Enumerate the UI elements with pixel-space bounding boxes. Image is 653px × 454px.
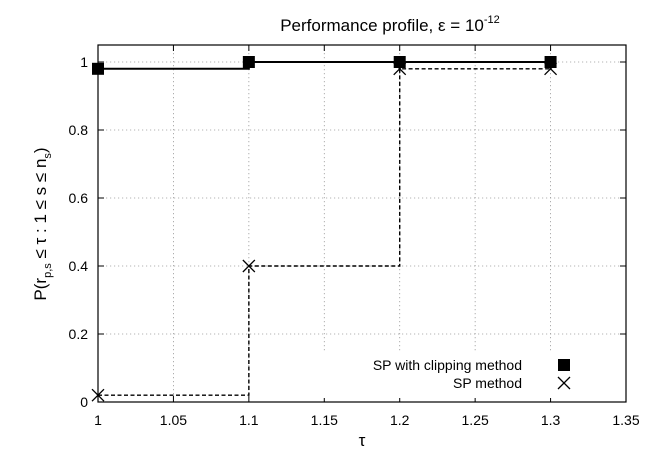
x-axis-label: τ [359,431,366,450]
legend-background [320,353,622,398]
y-tick-label: 1 [80,54,88,70]
y-tick-label: 0.4 [69,258,89,274]
legend-marker-filled-square [558,359,570,371]
data-point-cross [242,259,256,273]
y-axis-label-part2: ≤ τ : 1 ≤ s ≤ n [31,159,50,264]
legend: SP with clipping method SP method [320,353,622,398]
y-axis-label-part3: ) [31,147,50,153]
x-tick-label: 1.2 [390,412,410,428]
data-point-square [242,56,255,68]
y-tick-label: 0.2 [69,326,89,342]
data-point-cross [544,62,558,76]
series-line-sp-method [98,68,551,396]
x-tick-label: 1.3 [541,412,561,428]
x-tick-label: 1 [94,412,102,428]
y-tick-labels: 0 0.2 0.4 0.6 0.8 1 [69,54,89,410]
plot-frame [97,44,627,403]
y-axis-label-sub1: p,s [42,263,54,278]
data-point-square [393,56,406,68]
chart-title: Performance profile, ε = 10-12 [280,14,500,35]
chart-title-main: Performance profile, [280,16,438,35]
y-axis-label-part1: P(r [31,278,50,301]
x-tick-label: 1.15 [311,412,338,428]
y-axis-label: P(rp,s ≤ τ : 1 ≤ s ≤ ns) [31,147,54,300]
y-tick-label: 0.8 [69,122,89,138]
y-tick-label: 0 [80,394,88,410]
legend-label-clipping: SP with clipping method [373,357,522,373]
chart-title-exponent: -12 [484,14,500,26]
x-tick-label: 1.1 [239,412,259,428]
data-point-cross [393,62,407,76]
legend-marker-cross [557,376,571,390]
x-tick-labels: 1 1.05 1.1 1.15 1.2 1.25 1.3 1.35 [94,412,640,428]
grid-lines [98,45,626,402]
x-tick-label: 1.35 [612,412,639,428]
x-tick-label: 1.25 [462,412,489,428]
data-point-square [544,56,557,68]
legend-label-sp-method: SP method [453,375,522,391]
y-axis-label-sub2: s [42,153,54,159]
chart-title-epsilon: ε = 10 [438,16,484,35]
x-tick-label: 1.05 [160,412,187,428]
axis-ticks [97,45,627,403]
y-tick-label: 0.6 [69,190,89,206]
